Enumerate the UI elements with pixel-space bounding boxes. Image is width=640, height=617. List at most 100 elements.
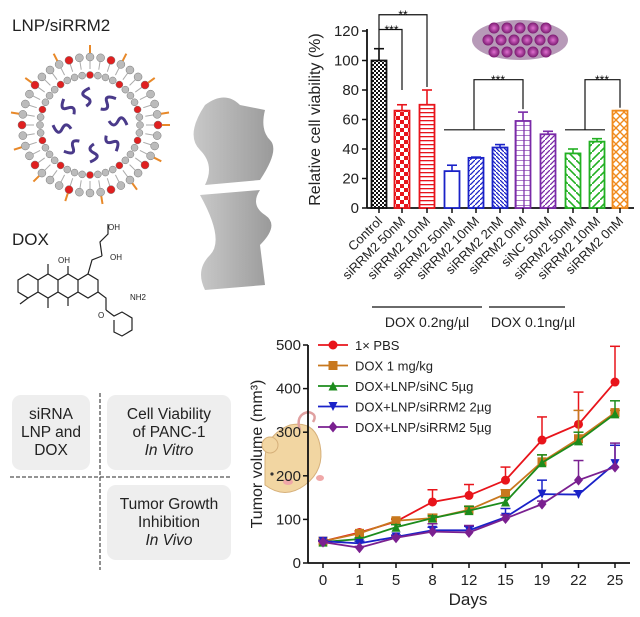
lipid-head (106, 56, 116, 65)
lipid-head (116, 181, 126, 190)
peg-chain (147, 77, 156, 84)
lipid-head (101, 168, 110, 177)
lipid-head (133, 136, 142, 145)
lipid-head (64, 185, 74, 194)
y-tick-label: 400 (276, 381, 301, 398)
lipid-head (140, 160, 150, 170)
y-tick-label: 500 (276, 337, 301, 354)
significance-bracket (565, 79, 621, 131)
x-tick-label: 22 (570, 572, 587, 589)
x-tick-label: 15 (497, 572, 514, 589)
lipid-head (45, 175, 55, 185)
lipid-head (115, 161, 124, 170)
lipid-head (108, 76, 117, 85)
significance-label: *** (595, 73, 609, 87)
lnp-nanoparticle-illustration (10, 45, 170, 205)
lipid-head (70, 168, 79, 177)
marker-diamond (328, 421, 338, 433)
bar (491, 146, 509, 209)
y-tick-label: 0 (351, 200, 359, 217)
marker-circle (428, 497, 437, 507)
lipid-head (135, 129, 144, 137)
well (547, 34, 559, 46)
sirna-strand (100, 95, 117, 111)
lipid-head (75, 53, 84, 63)
box-line: DOX (34, 441, 68, 459)
marker-square (391, 516, 401, 526)
nh2-label: NH2 (130, 293, 147, 302)
lipid-head (18, 131, 28, 140)
y-tick-label: 60 (342, 112, 359, 129)
lipid-head (85, 188, 95, 198)
well (527, 46, 539, 58)
lipid-head (152, 110, 162, 119)
well (514, 22, 526, 34)
lipid-head (41, 143, 50, 152)
x-tick-label: 0 (319, 572, 327, 589)
well (501, 22, 513, 34)
lipid-head (18, 110, 28, 119)
well (482, 34, 494, 46)
lipid-head (64, 56, 74, 65)
lipid-head (21, 141, 30, 151)
lipid-head (108, 165, 117, 174)
lipid-head (70, 73, 79, 82)
lipid-head (106, 185, 116, 194)
y-tick-label: 120 (334, 23, 359, 40)
lipid-head (41, 98, 50, 107)
well (501, 46, 513, 58)
cell-viability-bar-chart: 0 20 40 60 80 100 120 Relative cell viability (… (307, 8, 634, 330)
significance-bracket (444, 79, 524, 131)
box-line: of PANC-1 (132, 423, 206, 441)
lipid-head (150, 141, 159, 151)
lipid-head (38, 136, 47, 145)
well (527, 22, 539, 34)
box-line: Inhibition (137, 513, 201, 531)
lipid-head (101, 73, 110, 82)
lipid-head (130, 143, 139, 152)
sirna-strand (63, 139, 80, 155)
lipid-head (152, 131, 162, 140)
sirna-strand (88, 142, 99, 164)
peg-chain (160, 111, 170, 115)
marker-square (501, 489, 510, 499)
sirna-strand (104, 135, 120, 152)
lipid-head (17, 120, 27, 130)
lipid-head (133, 72, 143, 82)
lipid-head (130, 98, 139, 107)
significance-bracket (378, 28, 403, 90)
box-line: Cell Viability (126, 405, 212, 423)
marker-triangle-up (610, 409, 620, 419)
y-tick-label: 300 (276, 424, 301, 441)
y-tick-label: 80 (342, 82, 359, 99)
lipid-head (56, 161, 65, 170)
marker-diamond (464, 526, 474, 538)
lipid-head (78, 170, 86, 179)
lipid-head (140, 80, 150, 90)
peg-chain (64, 193, 69, 202)
lipid-head (63, 76, 72, 85)
lipid-head (54, 60, 64, 69)
legend-label: DOX+LNP/siNC 5µg (355, 379, 473, 394)
box-italic-line: In Vivo (145, 531, 193, 549)
peg-chain (24, 77, 33, 84)
lipid-head (25, 151, 34, 161)
marker-diamond (428, 526, 437, 538)
significance-label: *** (384, 23, 398, 37)
peg-chain (100, 195, 104, 205)
lipid-head (94, 170, 102, 179)
lipid-head (45, 65, 55, 75)
lipid-head (96, 187, 105, 197)
lipid-head (96, 53, 105, 63)
lipid-head (116, 60, 126, 69)
lipid-head (56, 80, 65, 89)
significance-label: *** (491, 73, 505, 87)
lipid-head (135, 113, 144, 121)
legend-label: 1× PBS (355, 338, 400, 353)
lipid-head (30, 80, 40, 90)
lipid-head (86, 71, 94, 79)
marker-square (328, 361, 338, 370)
box-line: LNP and (20, 423, 82, 441)
marker-triangle-up (328, 381, 338, 391)
